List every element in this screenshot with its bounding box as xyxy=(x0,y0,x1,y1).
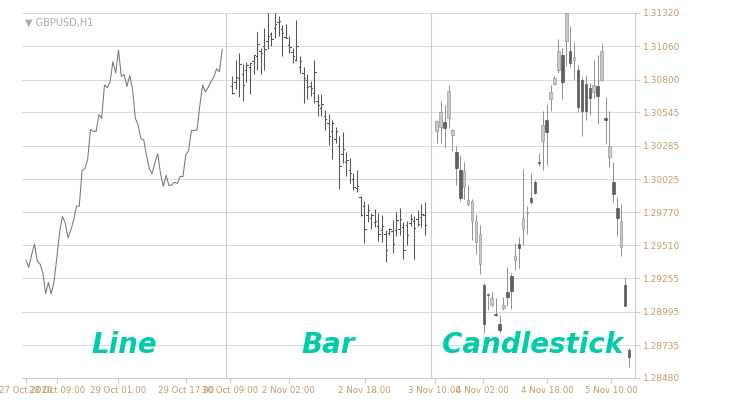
Bar xyxy=(474,220,477,242)
Bar xyxy=(467,200,469,204)
Text: ▼ GBPUSD,H1: ▼ GBPUSD,H1 xyxy=(25,18,93,28)
Bar xyxy=(451,130,454,135)
Bar xyxy=(506,292,509,297)
Bar xyxy=(628,350,630,357)
Bar xyxy=(436,121,438,131)
Bar xyxy=(455,152,458,168)
Bar xyxy=(588,88,591,97)
Bar xyxy=(514,256,517,260)
Bar xyxy=(483,285,485,324)
Bar xyxy=(565,13,567,41)
Bar xyxy=(479,234,481,264)
Bar xyxy=(494,314,497,315)
Bar xyxy=(447,91,450,118)
Bar xyxy=(604,118,607,120)
Bar xyxy=(537,162,540,163)
Bar xyxy=(522,218,524,229)
Bar xyxy=(596,86,599,96)
Bar xyxy=(510,276,512,291)
Bar xyxy=(459,170,461,198)
Bar xyxy=(553,78,556,84)
Bar xyxy=(561,55,564,82)
Bar xyxy=(486,294,489,295)
Bar xyxy=(608,146,611,157)
Bar xyxy=(534,182,536,193)
Bar xyxy=(549,92,552,99)
Bar xyxy=(624,285,626,306)
Bar xyxy=(526,212,529,213)
Bar xyxy=(573,57,575,60)
Bar xyxy=(612,182,615,194)
Bar xyxy=(620,221,623,247)
Bar xyxy=(557,51,560,70)
Bar xyxy=(471,202,473,221)
Bar xyxy=(439,112,442,127)
Bar xyxy=(616,208,618,218)
Bar xyxy=(585,84,587,111)
Bar xyxy=(542,125,544,141)
Bar xyxy=(600,50,603,79)
Text: Line: Line xyxy=(91,331,157,359)
Text: Candlestick: Candlestick xyxy=(442,331,623,359)
Bar xyxy=(443,122,446,128)
Text: Bar: Bar xyxy=(301,331,356,359)
Bar xyxy=(545,120,548,132)
Bar xyxy=(499,324,501,331)
Bar xyxy=(530,198,532,202)
Bar xyxy=(593,85,595,92)
Bar xyxy=(577,70,580,107)
Bar xyxy=(518,244,520,248)
Bar xyxy=(491,298,493,304)
Bar xyxy=(580,79,583,111)
Bar xyxy=(463,171,466,187)
Bar xyxy=(569,50,572,63)
Bar xyxy=(502,305,504,308)
